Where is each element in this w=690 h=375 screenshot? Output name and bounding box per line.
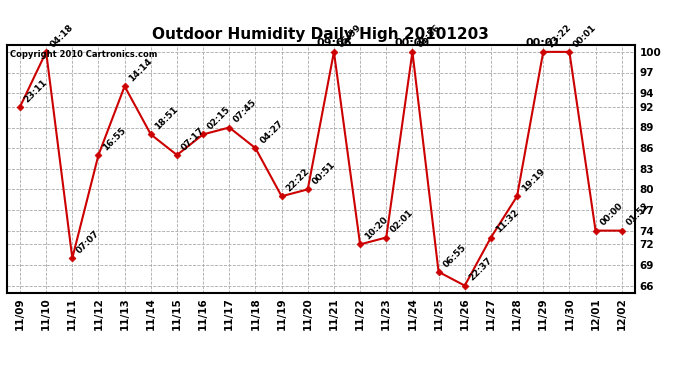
Text: 01:52: 01:52 [624,201,651,228]
Text: 23:11: 23:11 [23,78,50,104]
Text: 04:18: 04:18 [49,22,75,49]
Text: 07:17: 07:17 [179,126,206,152]
Text: 00:00: 00:00 [598,202,624,228]
Text: 07:07: 07:07 [75,229,101,255]
Text: 00:01: 00:01 [526,38,561,48]
Text: 22:37: 22:37 [468,256,494,283]
Text: 23:22: 23:22 [546,22,573,49]
Text: 00:51: 00:51 [310,160,337,187]
Text: Copyright 2010 Cartronics.com: Copyright 2010 Cartronics.com [10,50,157,59]
Text: 00:01: 00:01 [572,23,598,49]
Text: 02:01: 02:01 [389,208,415,235]
Text: 19:19: 19:19 [520,167,546,194]
Text: 11:32: 11:32 [493,208,520,235]
Text: 16:55: 16:55 [101,126,128,152]
Text: 01:56: 01:56 [415,22,442,49]
Text: 09:06: 09:06 [316,38,352,48]
Text: 14:14: 14:14 [128,57,154,84]
Text: 10:20: 10:20 [363,215,389,242]
Text: 07:45: 07:45 [232,98,259,125]
Text: 06:55: 06:55 [442,243,468,269]
Text: 00:00: 00:00 [395,38,430,48]
Text: 02:15: 02:15 [206,105,233,132]
Text: 18:51: 18:51 [154,105,180,132]
Text: 05:59: 05:59 [337,22,364,49]
Text: 04:27: 04:27 [258,118,285,146]
Text: 22:22: 22:22 [284,167,311,194]
Title: Outdoor Humidity Daily High 20101203: Outdoor Humidity Daily High 20101203 [152,27,489,42]
